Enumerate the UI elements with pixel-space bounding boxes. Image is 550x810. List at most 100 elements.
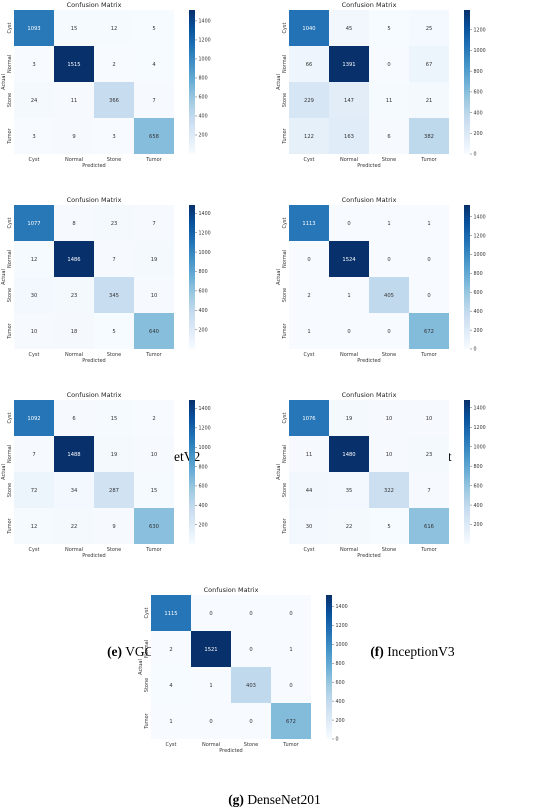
colorbar-tick-label: 200 bbox=[474, 328, 483, 334]
cell-value-label: 30 bbox=[31, 293, 38, 299]
colorbar-tick-label: 1000 bbox=[336, 642, 348, 648]
cell-value-label: 10 bbox=[31, 329, 38, 335]
heatmap-cell bbox=[409, 241, 449, 277]
cell-value-label: 9 bbox=[112, 524, 115, 530]
heatmap-cell bbox=[134, 118, 174, 154]
confusion-matrix-chart: Confusion Matrix 1076 19 10 10 11 1480 10 23 44 35… bbox=[276, 391, 486, 559]
heatmap-cell bbox=[329, 508, 369, 544]
colorbar-tick-label: 1200 bbox=[474, 27, 486, 33]
cell-value-label: 0 bbox=[387, 329, 390, 335]
x-axis-label: Predicted bbox=[357, 163, 380, 169]
y-tick-label: Tumor bbox=[282, 517, 288, 534]
cell-value-label: 8 bbox=[72, 221, 75, 227]
cell-value-label: 23 bbox=[111, 221, 118, 227]
x-axis-label: Predicted bbox=[82, 163, 105, 169]
colorbar-tick-label: 600 bbox=[199, 289, 208, 295]
heatmap-cell bbox=[54, 10, 94, 46]
colorbar bbox=[189, 10, 195, 154]
cell-value-label: 23 bbox=[426, 452, 433, 458]
colorbar-tick-label: 800 bbox=[336, 661, 345, 667]
y-tick-label: Tumor bbox=[7, 127, 13, 144]
heatmap-cell bbox=[14, 46, 54, 82]
heatmap-cell bbox=[329, 400, 369, 436]
y-tick-label: Normal bbox=[282, 445, 288, 463]
cell-value-label: 147 bbox=[344, 98, 354, 104]
y-axis-label: Actual bbox=[276, 74, 282, 90]
cell-value-label: 229 bbox=[304, 98, 314, 104]
cell-value-label: 672 bbox=[286, 719, 296, 725]
heatmap-cell bbox=[151, 703, 191, 739]
colorbar-tick-label: 800 bbox=[474, 464, 483, 470]
cell-value-label: 0 bbox=[249, 611, 252, 617]
heatmap-cell bbox=[134, 277, 174, 313]
heatmap-cell bbox=[54, 46, 94, 82]
heatmap-cell bbox=[94, 10, 134, 46]
y-tick-label: Stone bbox=[7, 483, 13, 497]
chart-title: Confusion Matrix bbox=[342, 1, 397, 9]
cell-value-label: 45 bbox=[346, 26, 353, 32]
cell-value-label: 5 bbox=[387, 26, 390, 32]
heatmap-cell bbox=[94, 46, 134, 82]
heatmap-cell bbox=[409, 46, 449, 82]
heatmap-cell bbox=[191, 631, 231, 667]
cell-value-label: 11 bbox=[71, 98, 78, 104]
cell-value-label: 6 bbox=[387, 134, 390, 140]
cell-value-label: 12 bbox=[31, 524, 38, 530]
cell-value-label: 0 bbox=[347, 221, 350, 227]
chart-title: Confusion Matrix bbox=[67, 1, 122, 9]
heatmap-cell bbox=[369, 46, 409, 82]
y-axis-label: Actual bbox=[1, 269, 7, 285]
colorbar-tick-label: 0 bbox=[336, 737, 339, 743]
chart-panel: Confusion Matrix 1113 0 1 1 0 1524 0 0 2 1 405 0 1 0 0 6… bbox=[275, 195, 550, 389]
heatmap-cell bbox=[134, 400, 174, 436]
x-tick-label: Tumor bbox=[420, 352, 437, 358]
cell-value-label: 10 bbox=[426, 416, 433, 422]
cell-value-label: 15 bbox=[71, 26, 78, 32]
colorbar bbox=[464, 400, 470, 544]
y-tick-label: Stone bbox=[282, 93, 288, 107]
cell-value-label: 403 bbox=[246, 683, 256, 689]
heatmap-cell bbox=[54, 82, 94, 118]
colorbar-tick-label: 1000 bbox=[474, 48, 486, 54]
x-tick-label: Cyst bbox=[165, 742, 176, 748]
colorbar-tick-label: 200 bbox=[199, 327, 208, 333]
cell-value-label: 21 bbox=[426, 98, 433, 104]
subfigure-caption: (g) DenseNet201 bbox=[137, 792, 412, 808]
heatmap-cell bbox=[289, 46, 329, 82]
x-axis-label: Predicted bbox=[357, 553, 380, 559]
heatmap-cell bbox=[54, 313, 94, 349]
colorbar-tick-label: 600 bbox=[336, 680, 345, 686]
heatmap-cell bbox=[409, 82, 449, 118]
colorbar-tick-label: 1200 bbox=[199, 230, 211, 236]
cell-value-label: 322 bbox=[384, 488, 394, 494]
cell-value-label: 5 bbox=[387, 524, 390, 530]
heatmap-cell bbox=[289, 436, 329, 472]
heatmap-cell bbox=[14, 508, 54, 544]
colorbar-tick-label: 600 bbox=[474, 90, 483, 96]
heatmap-cell bbox=[329, 313, 369, 349]
heatmap-cell bbox=[231, 595, 271, 631]
colorbar-tick-label: 1400 bbox=[474, 214, 486, 220]
cell-value-label: 640 bbox=[149, 329, 159, 335]
heatmap-cell bbox=[14, 205, 54, 241]
cell-value-label: 0 bbox=[427, 293, 430, 299]
cell-value-label: 7 bbox=[152, 98, 155, 104]
caption-text: DenseNet201 bbox=[247, 792, 321, 807]
colorbar-tick-label: 1200 bbox=[474, 425, 486, 431]
x-tick-label: Stone bbox=[107, 352, 121, 358]
heatmap-cell bbox=[329, 10, 369, 46]
cell-value-label: 7 bbox=[427, 488, 430, 494]
y-tick-label: Cyst bbox=[282, 412, 288, 423]
heatmap-cell bbox=[94, 205, 134, 241]
cell-value-label: 1524 bbox=[342, 257, 356, 263]
colorbar bbox=[189, 400, 195, 544]
cell-value-label: 11 bbox=[306, 452, 313, 458]
heatmap-cell bbox=[409, 118, 449, 154]
cell-value-label: 3 bbox=[112, 134, 115, 140]
cell-value-label: 0 bbox=[427, 257, 430, 263]
colorbar-tick-label: 1200 bbox=[474, 233, 486, 239]
cell-value-label: 10 bbox=[386, 416, 393, 422]
cell-value-label: 7 bbox=[152, 221, 155, 227]
cell-value-label: 7 bbox=[112, 257, 115, 263]
heatmap-cell bbox=[271, 631, 311, 667]
